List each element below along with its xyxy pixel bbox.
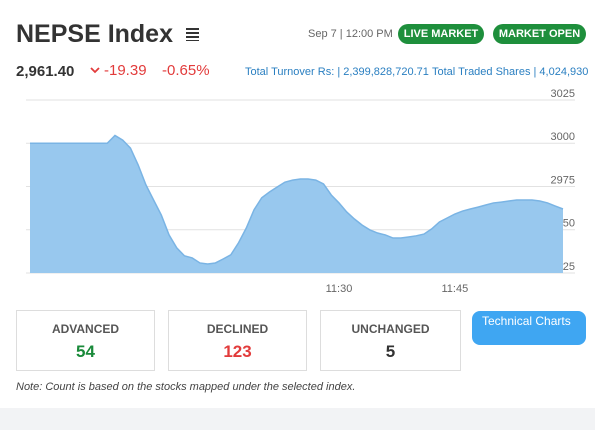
- card-label: ADVANCED: [51, 322, 120, 336]
- percent-change: -0.65%: [162, 62, 210, 79]
- down-chevron: [90, 67, 100, 74]
- title: NEPSE Index: [16, 20, 173, 48]
- line: [30, 134, 564, 265]
- index-value: 2,961.40: [16, 63, 75, 80]
- traded-shares: Total Traded Shares | 4,024,930: [432, 66, 589, 78]
- card-value: 54: [76, 342, 95, 361]
- declined-card: DECLINED 123: [168, 310, 307, 371]
- date-time: Sep 7 | 12:00 PM: [308, 28, 393, 40]
- area: [30, 135, 563, 273]
- footer-band: [0, 408, 595, 430]
- live-market-button[interactable]: LIVE MARKET: [398, 24, 484, 44]
- card-value: 123: [223, 342, 252, 361]
- market-open-button[interactable]: MARKET OPEN: [493, 24, 586, 44]
- advanced-card: ADVANCED 54: [16, 310, 155, 371]
- y-tick-label: 2975: [551, 174, 575, 186]
- note: Note: Count is based on the stocks mappe…: [16, 381, 356, 393]
- unchanged-card: UNCHANGED 5: [320, 310, 461, 371]
- menu-icon[interactable]: [186, 27, 200, 41]
- card-label: UNCHANGED: [351, 322, 430, 336]
- turnover: Total Turnover Rs: | 2,399,828,720.71: [245, 66, 429, 78]
- x-tick-label: 11:45: [441, 283, 468, 295]
- card-value: 5: [385, 342, 396, 361]
- technical-charts-button[interactable]: Technical Charts: [472, 311, 586, 345]
- y-tick-label: 3025: [551, 88, 575, 100]
- point-change: -19.39: [104, 62, 147, 79]
- y-tick-label: 3000: [551, 131, 575, 143]
- card-label: DECLINED: [206, 322, 269, 336]
- x-tick-label: 11:30: [326, 283, 353, 295]
